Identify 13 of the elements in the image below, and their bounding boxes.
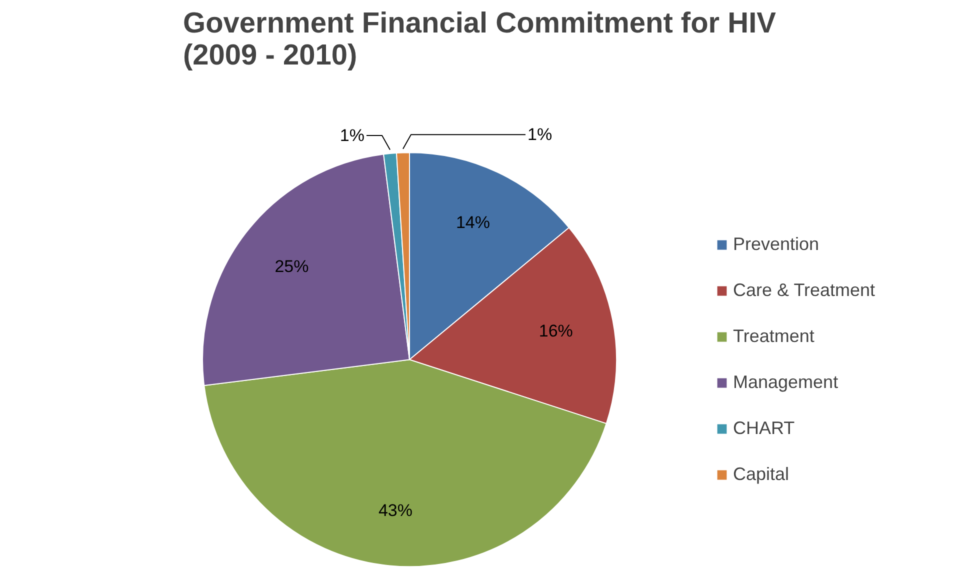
data-label: 43% [378, 501, 412, 520]
legend-label: Care & Treatment [733, 280, 876, 301]
legend-label: CHART [733, 418, 795, 439]
data-label: 14% [456, 212, 490, 232]
data-label: 1% [340, 126, 365, 145]
chart-title: Government Financial Commitment for HIV (2009 - 2010) [183, 8, 777, 72]
data-label: 16% [538, 322, 573, 341]
legend-label: Management [733, 372, 838, 393]
data-label: 25% [274, 257, 309, 276]
data-label: 1% [528, 125, 552, 144]
legend-label: Treatment [733, 326, 814, 347]
legend-label: Capital [733, 464, 790, 485]
legend-label: Prevention [733, 234, 820, 255]
